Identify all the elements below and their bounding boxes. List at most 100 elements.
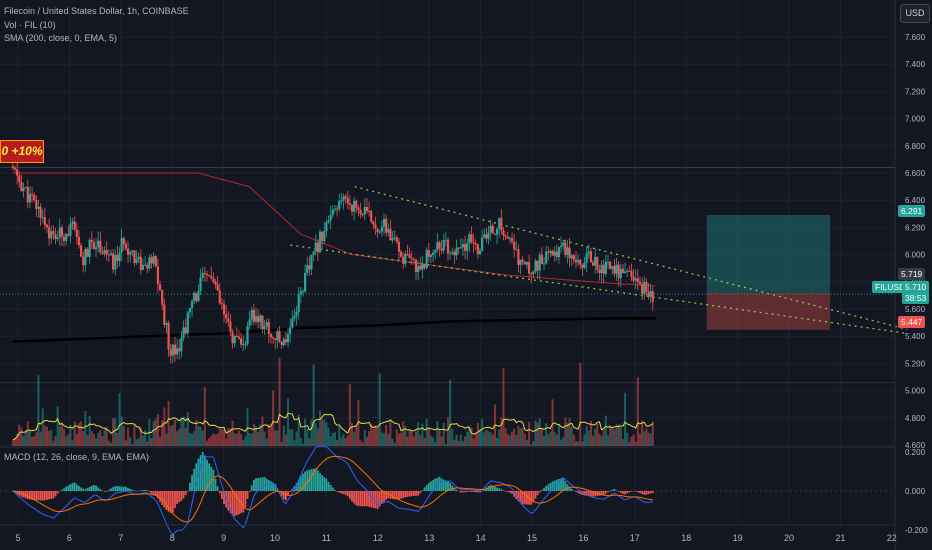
volume-bar — [429, 435, 432, 446]
macd-histogram-bar — [519, 491, 522, 504]
volume-bar — [99, 430, 102, 446]
macd-histogram-bar — [86, 488, 89, 491]
macd-histogram-bar — [20, 491, 23, 497]
candle — [455, 247, 458, 256]
candle — [348, 203, 351, 205]
volume-bar — [131, 443, 134, 446]
candle — [461, 244, 465, 248]
volume-bar — [86, 434, 89, 446]
candle — [197, 290, 200, 302]
macd-histogram-bar — [494, 486, 496, 491]
candle — [240, 338, 243, 345]
volume-bar — [365, 436, 368, 446]
macd-histogram-bar — [240, 491, 243, 514]
candle — [404, 253, 407, 264]
volume-bar — [434, 441, 437, 446]
macd-histogram-bar — [406, 491, 409, 497]
macd-histogram-bar — [174, 491, 176, 508]
macd-histogram-bar — [551, 481, 554, 491]
macd-histogram-bar — [496, 487, 498, 491]
support-line — [12, 317, 656, 343]
candle — [619, 268, 622, 279]
macd-histogram-bar — [613, 488, 616, 491]
volume-bar — [109, 442, 112, 446]
candle — [250, 309, 253, 320]
candle — [453, 251, 456, 256]
candle — [231, 331, 234, 344]
volume-bar — [331, 432, 334, 446]
candle — [357, 207, 360, 210]
candle — [611, 266, 614, 269]
macd-histogram-bar — [208, 463, 211, 491]
volume-bar — [444, 444, 447, 446]
candle — [643, 282, 646, 294]
macd-histogram-bar — [611, 489, 614, 491]
macd-histogram-bar — [120, 486, 123, 491]
volume-bar — [212, 433, 215, 446]
macd-histogram-bar — [116, 486, 119, 491]
volume-bar — [404, 425, 407, 446]
macd-histogram-bar — [125, 486, 127, 491]
volume-bar — [412, 436, 415, 446]
macd-histogram-bar — [129, 488, 132, 491]
candle — [359, 209, 362, 215]
time-axis-label: 8 — [170, 533, 175, 543]
macd-histogram-bar — [61, 489, 63, 491]
macd-histogram-bar — [564, 481, 567, 491]
volume-bar — [351, 423, 354, 446]
volume-bar — [50, 429, 53, 446]
candle — [623, 271, 627, 273]
candle — [579, 259, 582, 265]
candle — [630, 271, 633, 278]
volume-bar — [528, 421, 531, 446]
volume-bar — [355, 425, 358, 446]
volume-bar — [237, 430, 240, 446]
candle — [126, 248, 130, 255]
candle — [225, 314, 228, 319]
volume-bar — [474, 432, 477, 446]
volume-bar — [308, 438, 311, 446]
macd-histogram-bar — [359, 491, 362, 507]
candle — [594, 256, 597, 266]
candle — [553, 251, 556, 256]
macd-histogram-bar — [253, 479, 255, 491]
candle — [645, 282, 648, 292]
volume-bar — [101, 436, 104, 446]
macd-histogram-bar — [212, 469, 215, 491]
macd-histogram-bar — [408, 491, 411, 497]
candle — [237, 336, 241, 339]
macd-histogram-bar — [93, 484, 95, 491]
volume-bar — [523, 433, 526, 446]
volume-ma-line — [12, 412, 654, 441]
volume-bar — [58, 426, 61, 446]
price-axis-label: 5.600 — [905, 305, 926, 314]
candle — [43, 217, 46, 225]
volume-bar — [293, 440, 296, 446]
volume-bar — [144, 430, 147, 446]
candle — [551, 250, 554, 256]
macd-histogram-bar — [536, 491, 539, 496]
volume-bar — [84, 411, 87, 446]
current-price-tag: 5.710 — [902, 281, 930, 293]
macd-histogram-bar — [532, 491, 535, 503]
volume-bar — [116, 432, 119, 446]
candle — [363, 206, 366, 215]
volume-bar — [525, 440, 528, 446]
volume-bar — [372, 428, 375, 446]
volume-bar — [201, 430, 204, 446]
currency-button[interactable]: USD — [900, 4, 930, 23]
macd-histogram-bar — [560, 478, 562, 491]
volume-bar — [208, 438, 211, 446]
volume-bar — [56, 406, 59, 446]
volume-bar — [425, 418, 428, 446]
macd-histogram-bar — [310, 469, 313, 491]
macd-histogram-bar — [419, 491, 422, 494]
candle — [508, 238, 511, 240]
macd-histogram-bar — [186, 491, 189, 492]
candle — [355, 200, 358, 208]
volume-bar — [466, 431, 469, 446]
candle — [131, 250, 134, 252]
candle — [118, 252, 121, 262]
macd-histogram-bar — [58, 491, 61, 492]
